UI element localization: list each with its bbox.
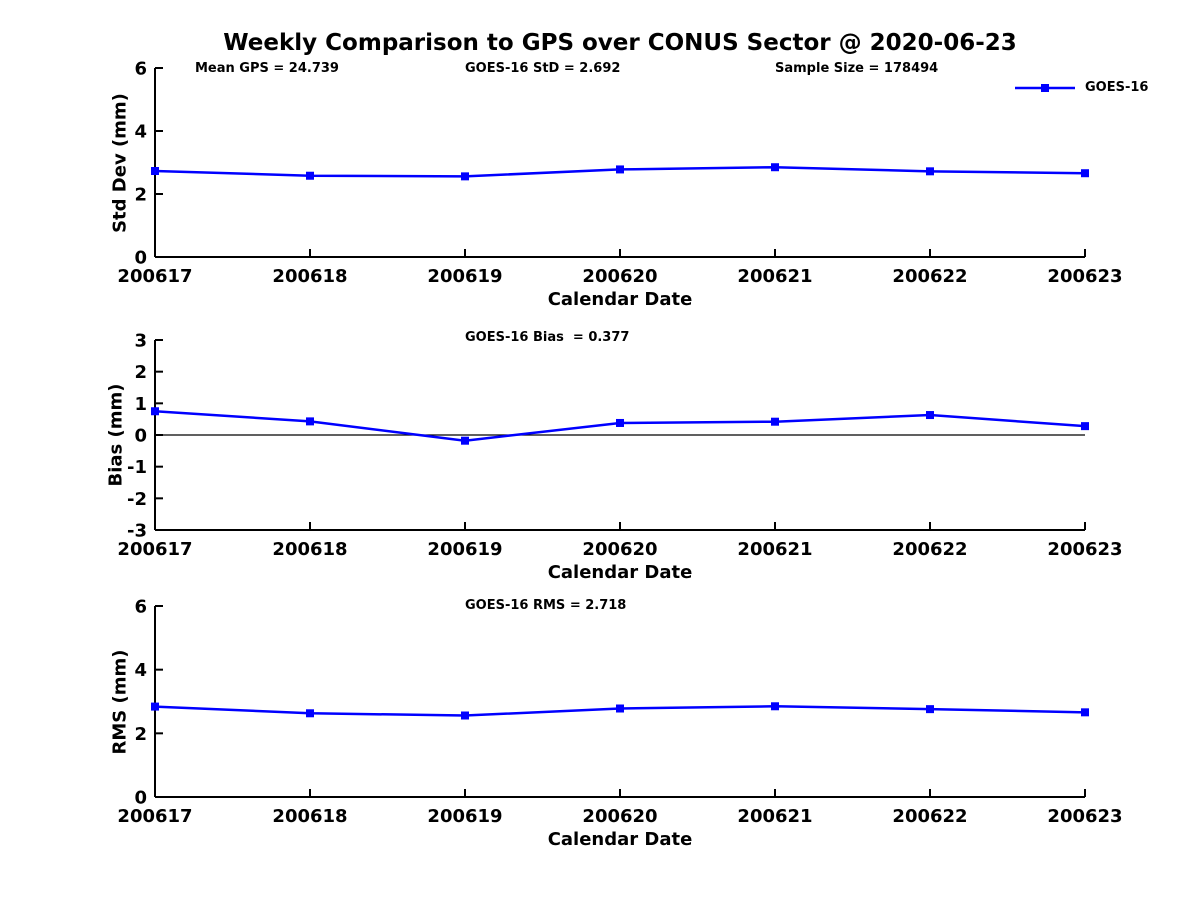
x-tick-label: 200617 [117,806,192,827]
x-tick-label: 200621 [737,539,812,560]
x-tick-label: 200618 [272,806,347,827]
annotation-goes16-std: GOES-16 StD = 2.692 [465,61,621,76]
data-point-marker [306,171,314,180]
data-point-marker [926,705,934,714]
x-tick-label: 200621 [737,266,812,287]
x-tick-label: 200623 [1047,806,1122,827]
data-point-marker [616,165,624,174]
legend: GOES-16 [1013,80,1148,95]
annotation-goes16-rms: GOES-16 RMS = 2.718 [465,598,627,613]
x-tick-label: 200620 [582,539,657,560]
data-point-marker [151,702,159,711]
x-tick-label: 200622 [892,266,967,287]
legend-label: GOES-16 [1085,80,1149,95]
y-axis-label-rms: RMS (mm) [109,649,131,755]
data-point-marker [306,709,314,718]
y-tick-label: -1 [127,457,147,478]
data-point-marker [151,167,159,176]
chart-std-dev: 0 2 4 6 200617 200618 200619 200620 200621 200622… [117,59,1122,288]
x-tick-label: 200619 [427,806,502,827]
data-point-marker [1081,169,1089,178]
annotation-mean-gps: Mean GPS = 24.739 [195,61,339,76]
chart-bias: -3 -2 -1 0 1 2 3 200617 200618 200619 200620 200621… [117,331,1122,561]
page-title: Weekly Comparison to GPS over CONUS Sect… [223,30,1017,56]
annotation-goes16-bias: GOES-16 Bias = 0.377 [465,330,630,345]
data-point-marker [771,702,779,711]
x-tick-label: 200622 [892,806,967,827]
data-point-marker [151,407,159,416]
y-tick-label: 0 [134,426,147,447]
data-point-marker [926,411,934,420]
x-tick-label: 200623 [1047,266,1122,287]
data-point-marker [1081,422,1089,431]
y-tick-label: 4 [134,122,147,143]
y-tick-label: -2 [127,489,147,510]
x-tick-label: 200618 [272,539,347,560]
y-tick-label: 6 [134,59,147,80]
x-tick-label: 200618 [272,266,347,287]
y-axis-label-bias: Bias (mm) [105,383,127,487]
data-point-marker [616,704,624,713]
x-tick-label: 200620 [582,266,657,287]
data-point-marker [926,167,934,176]
y-axis-label-std-dev: Std Dev (mm) [109,93,131,233]
data-point-marker [1081,708,1089,717]
y-tick-label: -3 [127,521,147,542]
y-tick-label: 3 [134,331,147,352]
data-point-marker [461,711,469,720]
legend-line-marker-icon [1015,83,1075,92]
x-tick-label: 200623 [1047,539,1122,560]
y-tick-label: 2 [134,185,147,206]
x-tick-label: 200620 [582,806,657,827]
x-tick-label: 200617 [117,266,192,287]
data-point-marker [461,436,469,445]
x-tick-label: 200622 [892,539,967,560]
x-tick-label: 200621 [737,806,812,827]
y-tick-label: 0 [134,788,147,809]
x-axis-label-rms: Calendar Date [547,829,693,850]
y-tick-label: 2 [134,724,147,745]
data-point-marker [306,417,314,426]
x-axis-label-std-dev: Calendar Date [547,289,693,310]
x-axis-label-bias: Calendar Date [547,562,693,583]
data-point-marker [771,417,779,426]
data-point-marker [771,163,779,172]
y-tick-label: 0 [134,248,147,269]
x-tick-label: 200619 [427,266,502,287]
annotation-sample-size: Sample Size = 178494 [775,61,939,76]
x-tick-label: 200617 [117,539,192,560]
y-tick-label: 2 [134,362,147,383]
data-point-marker [461,172,469,181]
x-tick-label: 200619 [427,539,502,560]
y-tick-label: 4 [134,660,147,681]
data-point-marker [616,418,624,427]
chart-rms: 0 2 4 6 200617 200618 200619 200620 200621 200622… [117,597,1122,828]
y-tick-label: 1 [134,394,147,415]
y-tick-label: 6 [134,597,147,618]
